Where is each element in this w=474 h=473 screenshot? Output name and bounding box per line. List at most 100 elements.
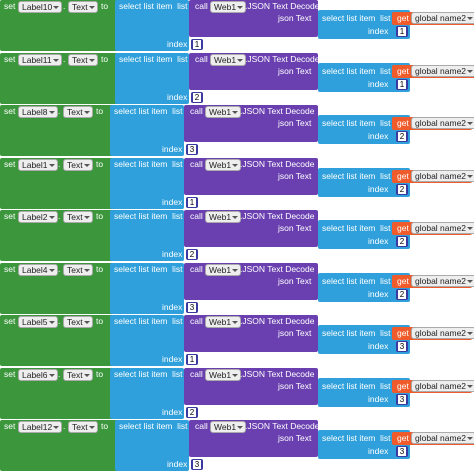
index-label: index [162, 301, 183, 312]
call-label: call [195, 1, 208, 11]
component-dropdown: Label2 [18, 211, 58, 223]
select-label: select list item list [114, 316, 183, 326]
set-block: set Label5. Text to [0, 315, 114, 366]
variable-dropdown: global name2 [411, 169, 474, 182]
get-label: get [397, 170, 409, 181]
get-label: get [397, 118, 409, 128]
set-label: set [4, 211, 16, 221]
json-text-label: json Text [278, 275, 312, 286]
get-variable-block: get global name2 [392, 379, 474, 393]
inner-select-label: select list item list [322, 170, 391, 181]
dot: . [63, 421, 66, 431]
set-block: set Label6. Text to [0, 367, 114, 419]
call-label: call [195, 53, 208, 64]
method-label: .JSON Text Decode [240, 368, 315, 379]
call-label: call [195, 421, 208, 431]
set-block-row: set Label6. Text to select list item list ind… [0, 367, 474, 420]
set-block-row: set Label11. Text to select list item list in… [0, 52, 474, 105]
variable-dropdown: global name2 [411, 432, 474, 444]
set-block: set Label11. Text to [0, 52, 119, 104]
select-list-item-block: select list item list index [110, 367, 184, 419]
index-number: 2 [186, 249, 198, 260]
method-label: .JSON Text Decode [240, 106, 315, 116]
inner-index-number: 1 [396, 26, 408, 37]
set-label: set [4, 263, 16, 274]
select-list-item-block: select list item list index [110, 210, 184, 261]
set-block: set Label2. Text to [0, 210, 114, 261]
property-dropdown: Text [68, 53, 98, 66]
inner-index-label: index [368, 26, 389, 36]
property-dropdown: Text [68, 1, 98, 13]
method-label: .JSON Text Decode [240, 158, 315, 169]
web-dropdown: Web1 [210, 53, 247, 66]
inner-index-number: 2 [396, 131, 408, 142]
variable-dropdown: global name2 [411, 274, 474, 287]
component-dropdown: Label5 [18, 316, 58, 328]
get-variable-block: get global name2 [392, 117, 474, 130]
method-label: .JSON Text Decode [245, 421, 320, 431]
inner-index-label: index [368, 131, 389, 141]
set-block-row: set Label12. Text to select list item list in… [0, 420, 474, 472]
select-label: select list item list [114, 106, 183, 116]
dot: . [58, 316, 61, 326]
json-decode-call-block: call Web1 .JSON Text Decode json Text [184, 315, 318, 352]
variable-dropdown: global name2 [411, 12, 474, 24]
select-label: select list item list [119, 1, 188, 11]
dot: . [58, 158, 61, 169]
get-variable-block: get global name2 [392, 432, 474, 445]
web-dropdown: Web1 [205, 368, 242, 381]
inner-index-value: 3 [398, 342, 406, 351]
inner-index-value: 1 [398, 79, 406, 89]
inner-index-number: 3 [396, 341, 408, 352]
web-dropdown: Web1 [210, 421, 247, 433]
json-text-label: json Text [278, 380, 312, 391]
select-list-item-block: select list item list index [110, 315, 184, 366]
index-number: 1 [186, 354, 198, 365]
get-label: get [397, 433, 409, 443]
set-block-row: set Label1. Text to select list item list ind… [0, 157, 474, 210]
select-list-item-block: select list item list index [115, 0, 189, 51]
web-dropdown: Web1 [210, 1, 247, 13]
index-value: 2 [193, 92, 201, 102]
inner-index-label: index [368, 78, 389, 89]
json-decode-call-block: call Web1 .JSON Text Decode json Text [184, 367, 318, 405]
index-value: 3 [188, 145, 196, 154]
to-label: to [101, 1, 109, 11]
method-label: .JSON Text Decode [245, 53, 320, 64]
inner-index-value: 3 [398, 447, 406, 456]
variable-dropdown: global name2 [411, 379, 474, 392]
dot: . [58, 211, 61, 221]
index-label: index [167, 91, 188, 102]
index-value: 3 [193, 460, 201, 469]
set-block-row: set Label4. Text to select list item list ind… [0, 262, 474, 315]
variable-dropdown: global name2 [411, 64, 474, 77]
get-label: get [397, 380, 409, 391]
variable-dropdown: global name2 [411, 327, 474, 339]
get-label: get [397, 223, 409, 233]
dot: . [58, 106, 61, 116]
get-variable-block: get global name2 [392, 64, 474, 78]
component-dropdown: Label10 [18, 1, 63, 13]
inner-index-value: 1 [398, 27, 406, 36]
component-dropdown: Label1 [18, 158, 58, 171]
set-block: set Label4. Text to [0, 262, 114, 314]
inner-select-label: select list item list [322, 13, 391, 23]
select-label: select list item list [119, 421, 188, 431]
method-label: .JSON Text Decode [245, 1, 320, 11]
to-label: to [101, 53, 109, 64]
inner-index-value: 3 [398, 394, 406, 404]
inner-index-number: 3 [396, 446, 408, 457]
set-block: set Label12. Text to [0, 420, 119, 471]
index-label: index [167, 459, 188, 469]
index-value: 1 [193, 40, 201, 49]
dot: . [58, 368, 61, 379]
get-label: get [397, 275, 409, 286]
call-label: call [190, 368, 203, 379]
index-label: index [162, 144, 183, 154]
index-number: 3 [191, 459, 203, 470]
get-variable-block: get global name2 [392, 222, 474, 235]
inner-select-label: select list item list [322, 118, 391, 128]
call-label: call [190, 158, 203, 169]
call-label: call [190, 106, 203, 116]
index-number: 1 [186, 196, 198, 208]
